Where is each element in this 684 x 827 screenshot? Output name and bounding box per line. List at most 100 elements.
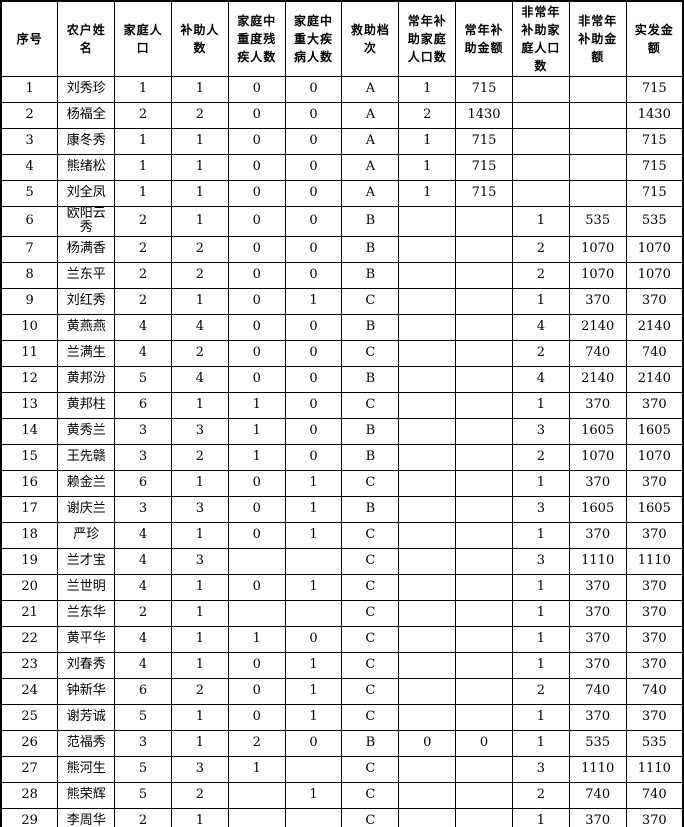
table-cell [398,703,457,731]
table-cell: 6 [0,206,59,237]
table-cell: 谢芳诚 [57,703,116,731]
table-cell: 1 [511,521,570,549]
table-cell: 1 [170,128,229,155]
table-cell: 0 [227,651,286,679]
table-cell: 370 [625,287,684,315]
table-row: 19 兰才宝 4 3 C 3 1110 1110 [0,547,684,575]
table-cell: 2 [398,102,457,129]
table-cell: 1070 [568,235,627,263]
table-cell: 0 [227,573,286,601]
table-cell: 1 [227,443,286,471]
table-cell: 370 [625,703,684,731]
table-cell: 黄邦汾 [57,365,116,393]
table-cell [568,154,627,181]
table-cell: 0 [284,102,343,129]
table-cell: 22 [0,625,59,653]
table-cell [398,807,457,827]
table-row: 18 严珍 4 1 0 1 C 1 370 370 [0,521,684,549]
table-cell: 370 [568,703,627,731]
table-cell: C [341,625,400,653]
table-cell: C [341,521,400,549]
table-cell: 15 [0,443,59,471]
table-cell: 715 [455,180,513,207]
table-cell: 13 [0,391,59,419]
table-cell: 赖金兰 [57,469,116,497]
table-cell: 5 [114,703,172,731]
table-cell: 1430 [455,102,513,129]
table-cell [455,391,513,419]
table-cell [455,651,513,679]
table-cell: 3 [511,755,570,783]
table-cell: 370 [625,391,684,419]
table-cell: A [341,180,400,207]
table-cell: 1 [170,206,229,237]
table-cell: 21 [0,599,59,627]
table-cell [398,339,457,367]
table-cell [398,469,457,497]
table-row: 21 兰东华 2 1 C 1 370 370 [0,599,684,627]
table-row: 22 黄平华 4 1 1 0 C 1 370 370 [0,625,684,653]
table-cell: 370 [568,391,627,419]
table-cell: 12 [0,365,59,393]
header-nonyearround-amount: 非常年补助金额 [568,0,627,77]
table-cell: 5 [0,180,59,207]
table-cell [398,287,457,315]
table-cell: 1 [511,573,570,601]
table-cell: 4 [114,547,172,575]
table-cell: 3 [170,417,229,445]
table-cell [455,339,513,367]
table-cell: 11 [0,339,59,367]
table-cell [398,755,457,783]
table-cell: 2140 [568,313,627,341]
table-cell: 0 [227,521,286,549]
table-cell: 1110 [625,755,684,783]
table-cell: 3 [170,755,229,783]
table-cell: 715 [455,76,513,103]
table-cell: 370 [625,651,684,679]
table-cell [398,206,457,237]
table-cell: 1 [511,599,570,627]
table-cell: 0 [227,469,286,497]
table-cell: 370 [568,521,627,549]
table-cell: 7 [0,235,59,263]
table-cell: 2 [0,102,59,129]
table-cell [455,573,513,601]
table-cell [568,180,627,207]
table-cell: 4 [511,313,570,341]
table-row: 25 谢芳诚 5 1 0 1 C 1 370 370 [0,703,684,731]
table-cell: 535 [568,206,627,237]
table-cell: 29 [0,807,59,827]
table-cell [511,102,570,129]
table-cell: 370 [625,625,684,653]
table-row: 4 熊绪松 1 1 0 0 A 1 715 715 [0,154,684,181]
table-cell: 5 [114,755,172,783]
table-cell: 2140 [568,365,627,393]
table-cell: 0 [284,154,343,181]
table-cell: 370 [625,573,684,601]
table-cell: 1 [170,391,229,419]
table-cell: 杨满香 [57,235,116,263]
table-cell: 4 [170,365,229,393]
table-cell: 黄秀兰 [57,417,116,445]
table-cell: 1 [511,469,570,497]
table-cell: 1 [170,599,229,627]
table-cell: 3 [511,417,570,445]
table-cell [455,469,513,497]
table-cell: 0 [284,206,343,237]
table-cell: 740 [625,339,684,367]
table-cell: 6 [114,677,172,705]
table-cell: 1605 [625,417,684,445]
table-cell: 1 [284,287,343,315]
table-row: 13 黄邦柱 6 1 1 0 C 1 370 370 [0,391,684,419]
table-cell: B [341,417,400,445]
table-cell: 370 [568,807,627,827]
table-cell: 2 [170,235,229,263]
table-cell [568,76,627,103]
table-cell: 1 [227,625,286,653]
table-cell: 刘春秀 [57,651,116,679]
table-cell [568,128,627,155]
table-cell: A [341,102,400,129]
table-cell: 1110 [625,547,684,575]
table-cell: 370 [568,287,627,315]
table-cell: 3 [511,547,570,575]
